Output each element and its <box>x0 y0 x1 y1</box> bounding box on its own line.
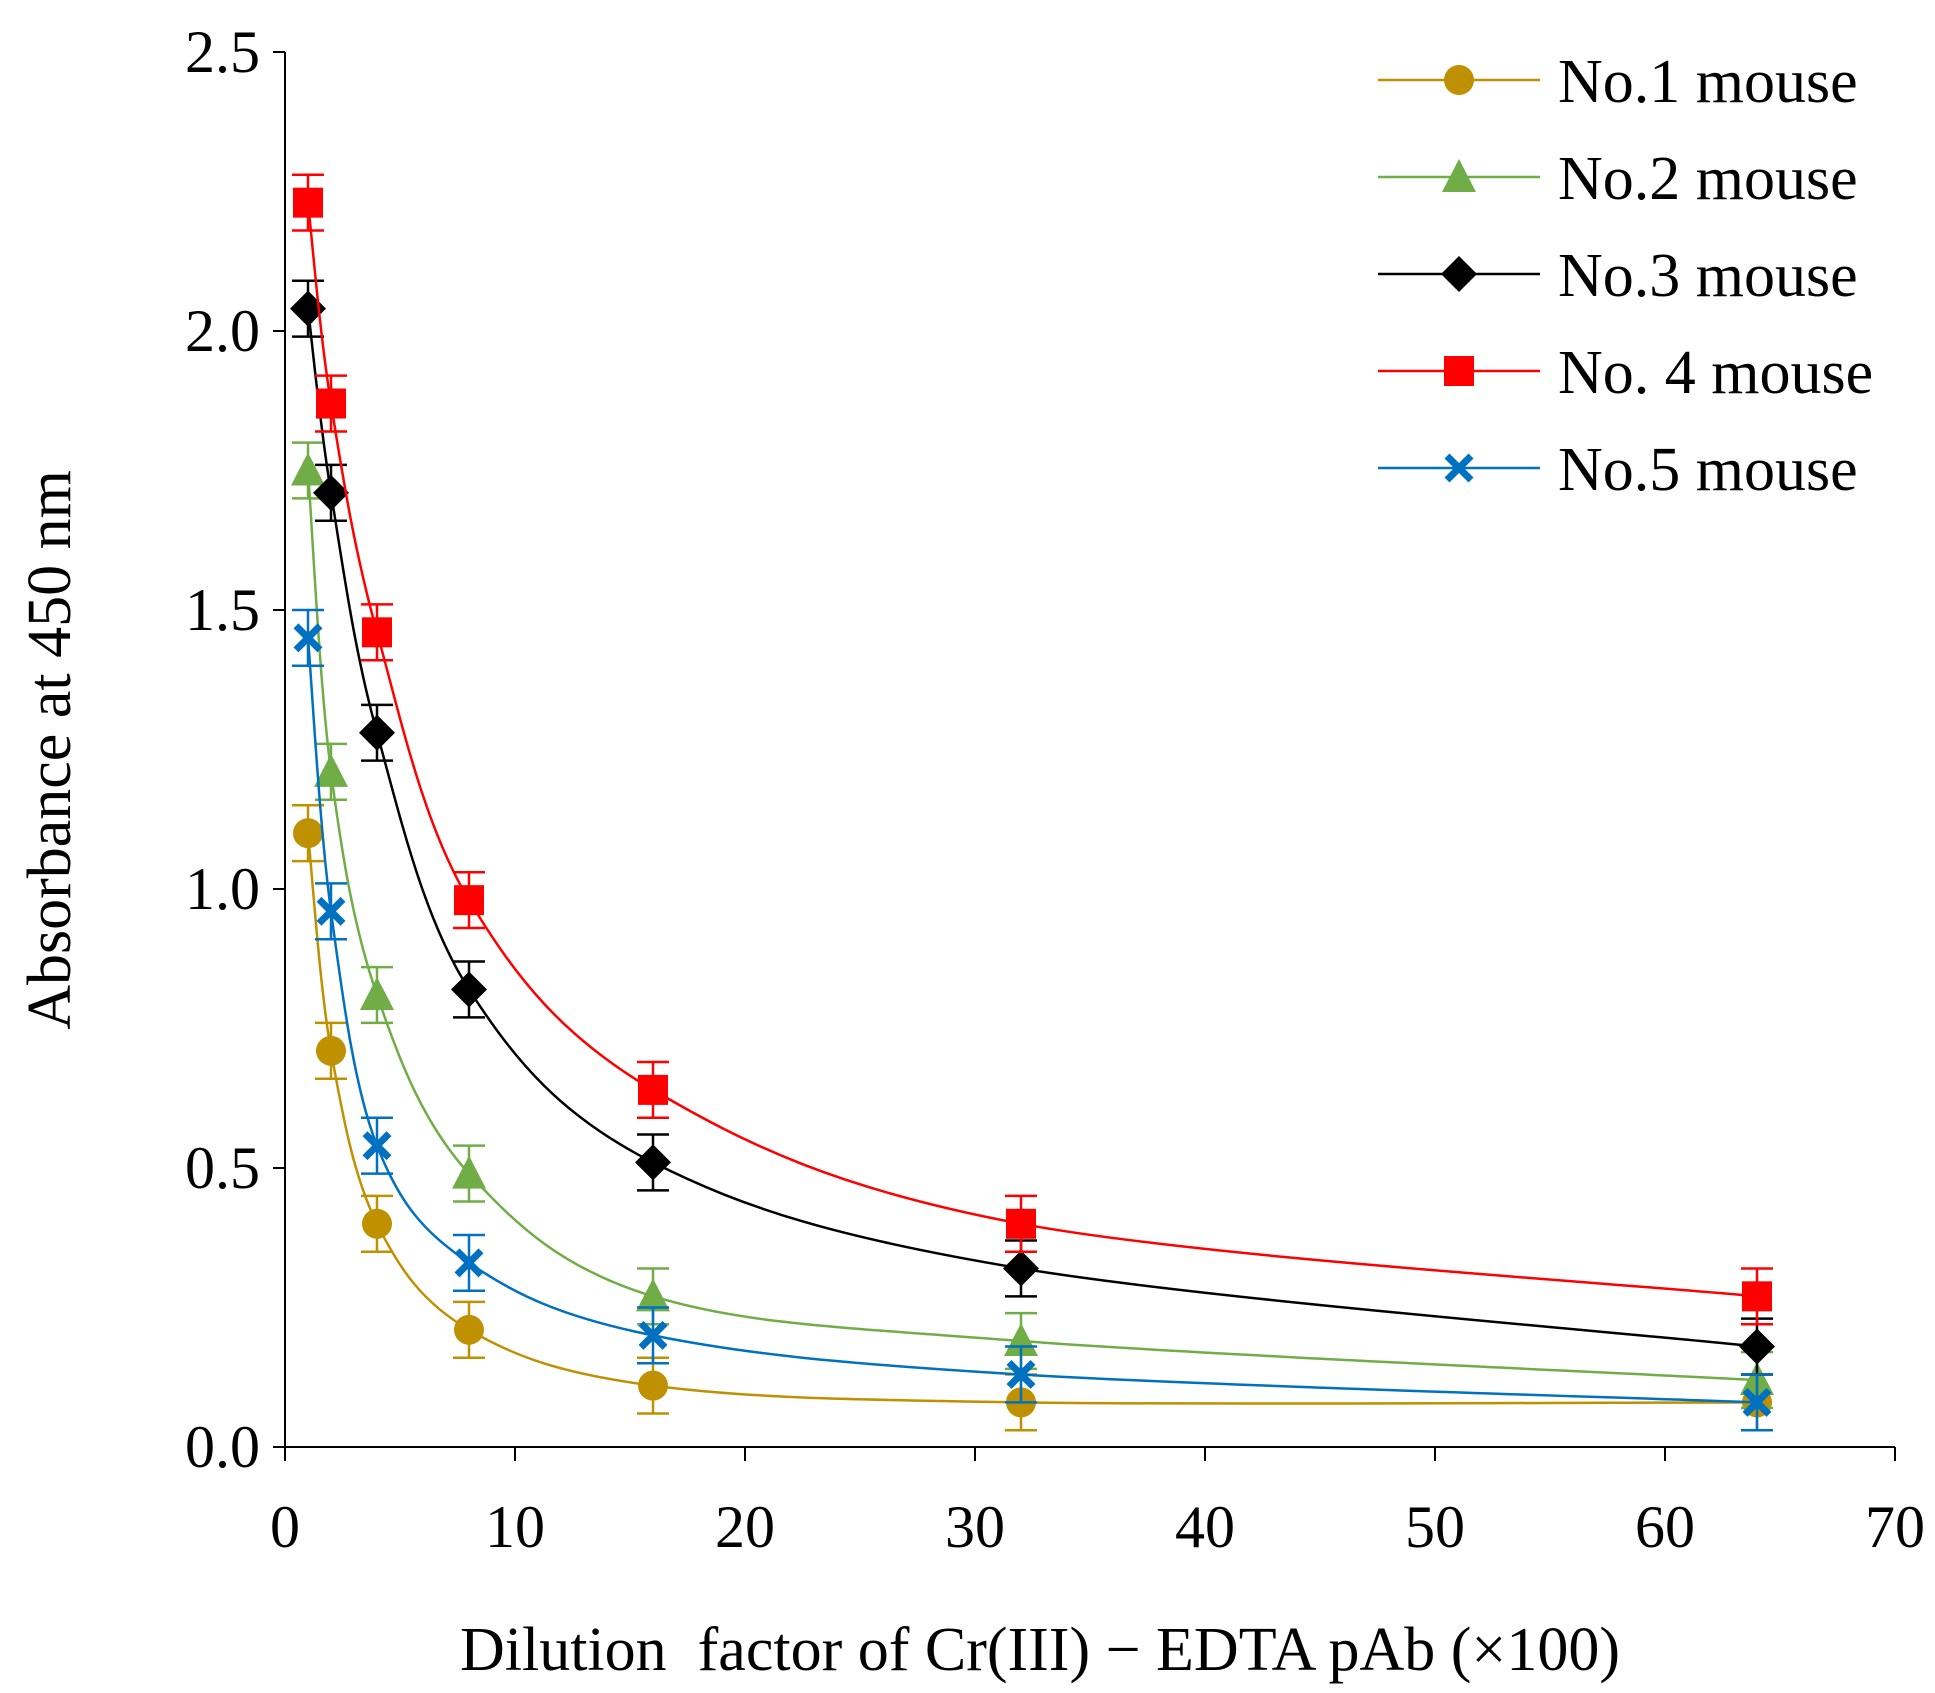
marker-x <box>454 1248 484 1278</box>
x-tick-label: 10 <box>485 1494 545 1560</box>
series-3 <box>290 279 1775 1376</box>
marker-x-stroke <box>362 1131 392 1161</box>
marker-x-stroke <box>1742 1387 1772 1417</box>
x-tick-label: 60 <box>1635 1494 1695 1560</box>
x-tick-label: 0 <box>270 1494 300 1560</box>
legend-label: No.1 mouse <box>1558 48 1858 116</box>
marker-diamond <box>359 714 395 751</box>
axes: 0.0 0.5 1.0 1.5 2.0 2.5 0 10 20 30 40 50 60 70 <box>185 19 1925 1560</box>
x-tick-label: 50 <box>1405 1494 1465 1560</box>
y-tick-label: 0.5 <box>185 1135 260 1201</box>
marker-triangle <box>452 1155 486 1189</box>
legend-item-4: No. 4 mouse <box>1378 339 1873 407</box>
marker-square <box>454 885 484 916</box>
marker-x-stroke <box>454 1248 484 1278</box>
series-line <box>306 833 1758 1405</box>
marker-x-stroke <box>638 1320 668 1350</box>
marker-diamond <box>451 971 487 1008</box>
marker-diamond <box>1739 1328 1775 1365</box>
y-axis-label: Absorbance at 450 nm <box>16 470 84 1030</box>
marker-x <box>1742 1387 1772 1417</box>
marker-diamond <box>635 1144 671 1181</box>
marker-square <box>1444 356 1474 386</box>
x-tick-label: 30 <box>945 1494 1005 1560</box>
y-tick-label: 2.5 <box>185 19 260 85</box>
marker-triangle <box>360 977 394 1011</box>
marker-x <box>638 1320 668 1350</box>
series-line <box>306 470 1758 1382</box>
marker-square <box>1742 1281 1772 1312</box>
marker-triangle <box>291 452 325 486</box>
legend-item-5: No.5 mouse <box>1378 436 1858 504</box>
series-5 <box>292 608 1773 1432</box>
series-line <box>306 202 1758 1298</box>
series-line <box>306 637 1758 1404</box>
marker-square <box>1006 1208 1036 1239</box>
series-4 <box>292 173 1773 1326</box>
x-tick-label: 40 <box>1175 1494 1235 1560</box>
marker-x-stroke <box>293 623 323 653</box>
marker-x <box>362 1131 392 1161</box>
marker-diamond <box>1441 256 1477 292</box>
marker-circle <box>293 818 323 849</box>
series-2 <box>291 441 1774 1410</box>
marker-x-stroke <box>316 896 346 926</box>
x-tick-label: 20 <box>715 1494 775 1560</box>
y-tick-label: 1.5 <box>185 577 260 643</box>
series-1 <box>292 804 1773 1432</box>
marker-circle <box>454 1314 484 1345</box>
x-axis-label: Dilution factor of Cr(III) − EDTA pAb (×… <box>460 1616 1620 1684</box>
series-line <box>306 308 1758 1348</box>
y-tick-label: 0.0 <box>185 1414 260 1480</box>
marker-square <box>362 617 392 648</box>
marker-x-stroke <box>1006 1359 1036 1389</box>
marker-circle <box>638 1370 668 1401</box>
legend-item-3: No.3 mouse <box>1378 242 1858 310</box>
legend: No.1 mouse No.2 mouse No.3 mouse No. 4 mous… <box>1378 48 1873 504</box>
marker-x <box>1444 453 1474 483</box>
legend-item-2: No.2 mouse <box>1378 145 1858 213</box>
series-group <box>290 173 1775 1432</box>
y-tick-label: 2.0 <box>185 298 260 364</box>
marker-diamond <box>1003 1250 1039 1287</box>
x-tick-label: 70 <box>1865 1494 1925 1560</box>
marker-circle <box>1444 65 1474 95</box>
marker-x <box>293 623 323 653</box>
marker-diamond <box>313 474 349 511</box>
marker-x <box>1006 1359 1036 1389</box>
marker-square <box>638 1074 668 1105</box>
legend-label: No.5 mouse <box>1558 436 1858 504</box>
marker-triangle <box>1442 159 1476 192</box>
marker-x <box>316 896 346 926</box>
y-tick-label: 1.0 <box>185 856 260 922</box>
marker-square <box>316 388 346 419</box>
marker-circle <box>362 1208 392 1239</box>
legend-label: No. 4 mouse <box>1558 339 1873 407</box>
marker-triangle <box>314 753 348 787</box>
marker-x-stroke <box>1444 453 1474 483</box>
legend-label: No.2 mouse <box>1558 145 1858 213</box>
legend-item-1: No.1 mouse <box>1378 48 1858 116</box>
marker-triangle <box>636 1278 670 1312</box>
legend-label: No.3 mouse <box>1558 242 1858 310</box>
marker-circle <box>316 1035 346 1066</box>
marker-square <box>293 187 323 218</box>
